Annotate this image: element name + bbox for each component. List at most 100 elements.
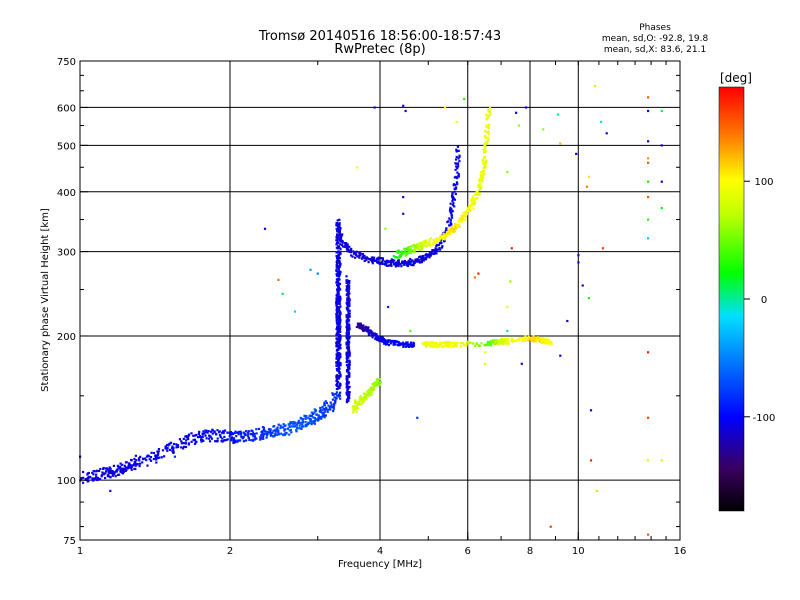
data-point (424, 257, 428, 260)
data-point (114, 475, 117, 478)
data-point (246, 434, 250, 437)
data-point (347, 291, 350, 294)
data-point (485, 113, 488, 116)
data-point (109, 467, 112, 470)
data-point (410, 245, 413, 248)
data-point (248, 438, 251, 441)
data-point (447, 345, 451, 348)
data-point (378, 335, 381, 338)
data-point (277, 432, 280, 435)
data-point (269, 428, 272, 431)
data-point (336, 233, 339, 236)
data-point (338, 228, 341, 231)
data-point (647, 109, 650, 113)
data-point (455, 155, 458, 159)
data-point (487, 115, 490, 118)
data-point (237, 433, 240, 436)
data-point (88, 476, 91, 479)
data-point (483, 147, 487, 150)
data-point (454, 226, 458, 229)
data-point (296, 421, 299, 424)
data-point (363, 259, 366, 263)
data-point (432, 241, 435, 244)
data-point (647, 96, 650, 99)
data-point (193, 442, 197, 445)
data-point (428, 253, 431, 256)
data-point (377, 256, 380, 259)
data-point (346, 243, 349, 246)
data-point (348, 301, 351, 305)
data-point (347, 332, 350, 335)
data-point (209, 435, 212, 438)
data-point (488, 123, 491, 126)
data-point (111, 474, 114, 477)
data-point (438, 247, 441, 250)
data-point (389, 261, 392, 265)
data-point (458, 225, 461, 228)
data-point (242, 440, 245, 443)
data-point (374, 259, 377, 262)
data-point (339, 397, 342, 400)
data-point (257, 427, 261, 430)
data-point (313, 411, 316, 414)
data-point (451, 341, 455, 344)
data-point (421, 246, 424, 249)
data-point (336, 302, 339, 305)
data-point (335, 378, 339, 381)
data-point (341, 241, 344, 244)
data-point (150, 459, 153, 462)
data-point (439, 241, 442, 244)
data-point (307, 421, 310, 424)
data-point (484, 160, 487, 163)
data-point (315, 418, 318, 421)
data-point (338, 315, 341, 318)
data-point (436, 237, 439, 240)
x-tick-label: 6 (465, 546, 471, 557)
data-point (483, 143, 486, 146)
data-point (337, 320, 340, 323)
data-point (137, 457, 141, 460)
data-point (538, 339, 541, 342)
data-point (275, 428, 278, 431)
data-point (484, 149, 487, 153)
data-point (376, 379, 379, 382)
data-point (346, 309, 349, 312)
data-point (410, 341, 413, 344)
x-tick-label: 10 (572, 546, 585, 557)
data-point (532, 338, 535, 341)
data-point (471, 199, 474, 202)
data-point (396, 340, 399, 343)
data-point (269, 431, 272, 434)
data-point (404, 251, 407, 254)
data-point (158, 456, 161, 459)
data-point (354, 401, 358, 404)
data-point (361, 324, 364, 327)
data-point (123, 467, 127, 471)
data-point (479, 179, 482, 183)
data-point (86, 472, 89, 475)
data-point (348, 282, 351, 285)
data-point (402, 212, 405, 215)
data-point (402, 196, 405, 199)
data-point (171, 445, 174, 448)
data-point (284, 432, 287, 435)
data-point (132, 464, 135, 467)
data-point (407, 262, 410, 265)
data-point (122, 470, 125, 473)
data-point (471, 202, 474, 205)
data-point (335, 397, 338, 400)
data-point (325, 401, 328, 405)
data-point (458, 217, 462, 220)
data-point (454, 158, 458, 161)
data-point (112, 464, 115, 467)
data-point (472, 196, 475, 199)
data-point (387, 339, 390, 342)
data-point (154, 454, 157, 457)
data-point (484, 362, 487, 365)
data-point (207, 437, 211, 440)
data-point (335, 379, 338, 382)
data-point (346, 305, 349, 308)
data-point (486, 125, 489, 128)
data-point (418, 248, 421, 251)
data-point (348, 299, 351, 302)
